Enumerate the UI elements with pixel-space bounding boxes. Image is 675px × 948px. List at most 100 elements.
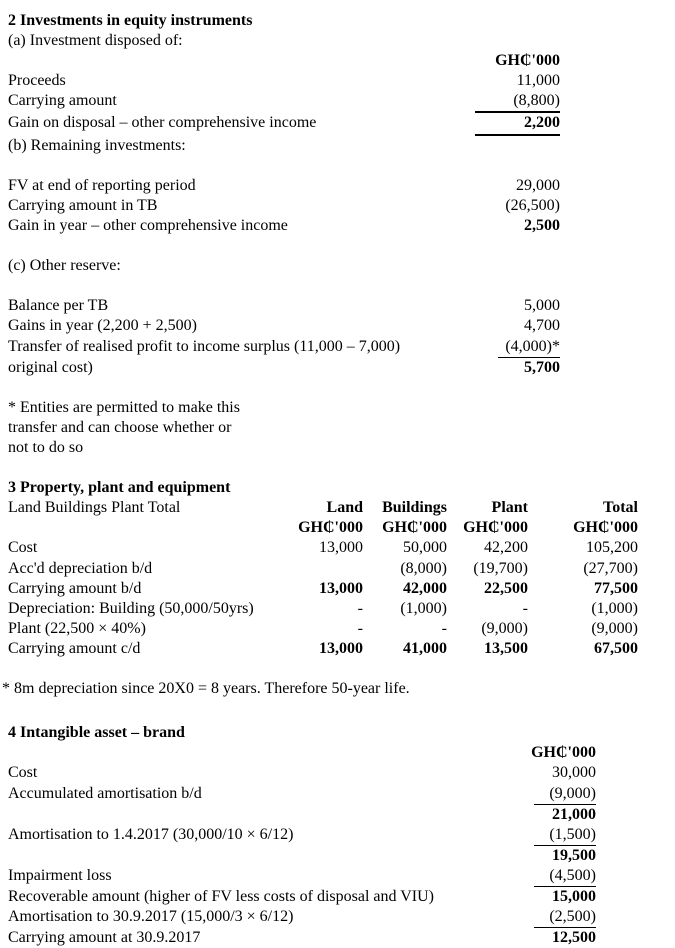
line-item-label: Amortisation to 30.9.2017 (15,000/3 × 6/…	[8, 908, 294, 926]
spacer	[8, 156, 667, 176]
line-item-label: FV at end of reporting period	[8, 176, 196, 194]
line-item-value: (4,000)*	[498, 337, 560, 358]
table-row: Depreciation: Building (50,000/50yrs) - …	[8, 599, 667, 619]
column-header-land: Land	[326, 499, 363, 517]
cell-buildings: 42,000	[403, 579, 447, 597]
row-label: Depreciation: Building (50,000/50yrs)	[8, 599, 254, 617]
line-item-label: Carrying amount at 30.9.2017	[8, 929, 201, 947]
line-item-value: 29,000	[516, 176, 560, 194]
ppe-footnote: * 8m depreciation since 20X0 = 8 years. …	[2, 680, 410, 698]
cell-total: (27,700)	[583, 559, 638, 577]
section4-unit-row: GH₵'000	[8, 743, 596, 763]
line-item-value: (8,800)	[475, 91, 560, 113]
line-item-label: Gains in year (2,200 + 2,500)	[8, 317, 197, 335]
cell-land: 13,000	[319, 539, 363, 557]
cell-land: -	[357, 619, 363, 637]
column-header-total: Total	[603, 499, 638, 517]
section2a-unit-row: GH₵'000	[8, 51, 560, 71]
line-item-row: Cost 30,000	[8, 763, 596, 783]
currency-unit-header: GH₵'000	[463, 519, 528, 537]
currency-unit-header: GH₵'000	[495, 52, 560, 70]
line-item-row: Balance per TB 5,000	[8, 296, 560, 316]
line-item-row: Carrying amount in TB (26,500)	[8, 196, 560, 216]
line-item-row: Proceeds 11,000	[8, 71, 560, 91]
section3-heading: 3 Property, plant and equipment	[8, 479, 231, 497]
row-label: Acc'd depreciation b/d	[8, 559, 153, 577]
cell-plant: -	[522, 599, 528, 617]
line-item-label: Carrying amount	[8, 92, 117, 110]
section2a-label: (a) Investment disposed of:	[8, 32, 183, 50]
column-header-plant: Plant	[491, 499, 528, 517]
total-value: 2,500	[524, 216, 560, 234]
total-value: 12,500	[552, 929, 596, 947]
cell-total: 105,200	[586, 539, 638, 557]
subtotal-value: 19,500	[552, 846, 596, 864]
table-row: Plant (22,500 × 40%) - - (9,000) (9,000)	[8, 619, 667, 639]
line-item-label: Gain in year – other comprehensive incom…	[8, 216, 288, 234]
ppe-unit-row: GH₵'000 GH₵'000 GH₵'000 GH₵'000	[8, 518, 667, 538]
section2-heading: 2 Investments in equity instruments	[8, 12, 253, 29]
line-item-label: Recoverable amount (higher of FV less co…	[8, 888, 434, 906]
line-item-row: Amortisation to 30.9.2017 (15,000/3 × 6/…	[8, 907, 596, 929]
line-item-label: Amortisation to 1.4.2017 (30,000/10 × 6/…	[8, 825, 294, 843]
line-item-label: Impairment loss	[8, 866, 112, 884]
line-item-value: (2,500)	[534, 907, 596, 929]
cell-buildings: (1,000)	[400, 599, 447, 617]
line-item-row: FV at end of reporting period 29,000	[8, 176, 560, 196]
footnote-line: * Entities are permitted to make this	[8, 398, 240, 416]
currency-unit-header: GH₵'000	[573, 519, 638, 537]
column-header-buildings: Buildings	[382, 499, 447, 517]
table-row: Cost 13,000 50,000 42,200 105,200	[8, 538, 667, 558]
line-item-row: Carrying amount (8,800)	[8, 91, 560, 113]
footnote-line: transfer and can choose whether or	[8, 418, 232, 436]
spacer	[8, 276, 667, 296]
spacer	[8, 659, 667, 679]
cell-land: 13,000	[319, 639, 363, 657]
section2c-label: (c) Other reserve:	[8, 257, 121, 275]
section4-heading: 4 Intangible asset – brand	[8, 724, 185, 742]
line-item-row: Transfer of realised profit to income su…	[8, 337, 560, 358]
line-item-value: (9,000)	[534, 784, 596, 805]
spacer	[8, 236, 667, 256]
line-item-value: 5,000	[524, 297, 560, 315]
line-item-label: Carrying amount in TB	[8, 196, 158, 214]
line-item-row: Amortisation to 1.4.2017 (30,000/10 × 6/…	[8, 825, 596, 846]
line-item-row: Gain in year – other comprehensive incom…	[8, 216, 560, 236]
line-item-row: Impairment loss (4,500)	[8, 866, 596, 888]
line-item-label: Balance per TB	[8, 297, 109, 315]
line-item-row: Gains in year (2,200 + 2,500) 4,700	[8, 316, 560, 336]
row-label: Plant (22,500 × 40%)	[8, 619, 146, 637]
total-row: Gain on disposal – other comprehensive i…	[8, 112, 560, 136]
cell-buildings: 41,000	[403, 639, 447, 657]
line-item-value: 30,000	[552, 764, 596, 782]
cell-land: -	[357, 599, 363, 617]
currency-unit-header: GH₵'000	[531, 744, 596, 762]
line-item-label: Accumulated amortisation b/d	[8, 784, 202, 802]
line-item-value: (1,500)	[534, 825, 596, 846]
line-item-value: (4,500)	[534, 866, 596, 888]
cell-total: (1,000)	[591, 599, 638, 617]
line-item-label: Gain on disposal – other comprehensive i…	[8, 114, 317, 132]
subtotal-value: 21,000	[552, 805, 596, 823]
line-item-value: (26,500)	[505, 196, 560, 214]
line-item-row: Accumulated amortisation b/d (9,000)	[8, 784, 596, 805]
currency-unit-header: GH₵'000	[298, 519, 363, 537]
table-row: Acc'd depreciation b/d (8,000) (19,700) …	[8, 559, 667, 579]
cell-land: 13,000	[319, 579, 363, 597]
total-value: 5,700	[524, 358, 560, 376]
spacer	[8, 458, 667, 478]
cell-total: 77,500	[594, 579, 638, 597]
cell-buildings: -	[441, 619, 447, 637]
ppe-header-row: Land Buildings Plant Total Land Building…	[8, 498, 667, 518]
ppe-row-caption: Land Buildings Plant Total	[8, 499, 181, 517]
section2b-label: (b) Remaining investments:	[8, 136, 186, 154]
line-item-value: 11,000	[516, 72, 560, 90]
row-label: Carrying amount b/d	[8, 579, 142, 597]
cell-plant: (9,000)	[481, 619, 528, 637]
cell-plant: 13,500	[484, 639, 528, 657]
cell-plant: (19,700)	[473, 559, 528, 577]
line-item-value: 4,700	[524, 317, 560, 335]
line-item-label: Transfer of realised profit to income su…	[8, 337, 401, 355]
line-item-label: original cost)	[8, 358, 93, 376]
total-row: original cost) 5,700	[8, 358, 560, 378]
